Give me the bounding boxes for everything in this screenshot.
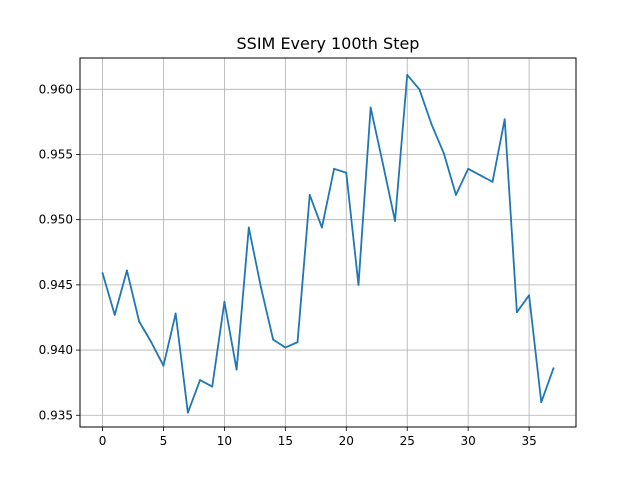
- x-tick-label: 5: [160, 434, 168, 448]
- data-point: [552, 367, 555, 370]
- data-point: [235, 368, 238, 371]
- x-tick-label: 35: [521, 434, 536, 448]
- data-point: [126, 269, 128, 272]
- x-tick-label: 25: [400, 434, 415, 448]
- y-tick-label: 0.950: [39, 213, 73, 227]
- data-point: [138, 320, 141, 323]
- data-point: [467, 167, 470, 170]
- series-line: [101, 74, 555, 414]
- data-point: [260, 286, 262, 289]
- data-point: [272, 338, 275, 341]
- y-tick-label: 0.935: [39, 408, 73, 422]
- data-point: [515, 311, 518, 314]
- data-point: [442, 152, 445, 155]
- data-point: [284, 346, 287, 349]
- data-point: [321, 226, 323, 229]
- data-point: [247, 226, 250, 229]
- data-point: [113, 313, 116, 316]
- data-point: [357, 283, 360, 286]
- plot-frame: [79, 57, 577, 428]
- chart-title: SSIM Every 100th Step: [237, 34, 420, 53]
- x-tick-label: 10: [217, 434, 232, 448]
- y-tick-label: 0.955: [39, 147, 73, 161]
- data-point: [223, 300, 226, 303]
- grid: [80, 58, 576, 427]
- x-tick-label: 0: [99, 434, 107, 448]
- data-point: [455, 194, 457, 196]
- series-layer: [101, 74, 555, 414]
- data-point: [345, 171, 348, 174]
- data-point: [418, 88, 421, 91]
- data-point: [369, 106, 372, 109]
- y-tick-label: 0.940: [39, 343, 73, 357]
- data-point: [211, 385, 214, 388]
- y-tick-label: 0.960: [39, 82, 73, 96]
- x-tick-label: 20: [339, 434, 354, 448]
- data-point: [479, 174, 482, 177]
- data-point: [406, 74, 409, 76]
- data-point: [296, 341, 299, 344]
- data-point: [540, 401, 543, 404]
- data-point: [174, 312, 177, 315]
- data-point: [333, 167, 335, 170]
- y-axis: 0.935 0.940 0.945 0.950 0.955 0.960: [39, 82, 80, 422]
- y-tick-label: 0.945: [39, 278, 73, 292]
- data-point: [381, 162, 384, 165]
- data-point: [186, 411, 189, 414]
- x-axis: 0 5 10 15 20 25 30 35: [99, 427, 537, 448]
- data-point: [503, 118, 506, 121]
- data-point: [528, 294, 530, 297]
- data-point: [430, 123, 433, 126]
- data-point: [150, 341, 153, 344]
- data-point: [199, 379, 201, 381]
- data-point: [162, 364, 165, 367]
- data-point: [308, 194, 311, 196]
- x-tick-label: 15: [278, 434, 293, 448]
- data-point: [491, 180, 494, 183]
- data-point: [394, 220, 396, 222]
- data-point: [101, 272, 104, 275]
- x-tick-label: 30: [461, 434, 476, 448]
